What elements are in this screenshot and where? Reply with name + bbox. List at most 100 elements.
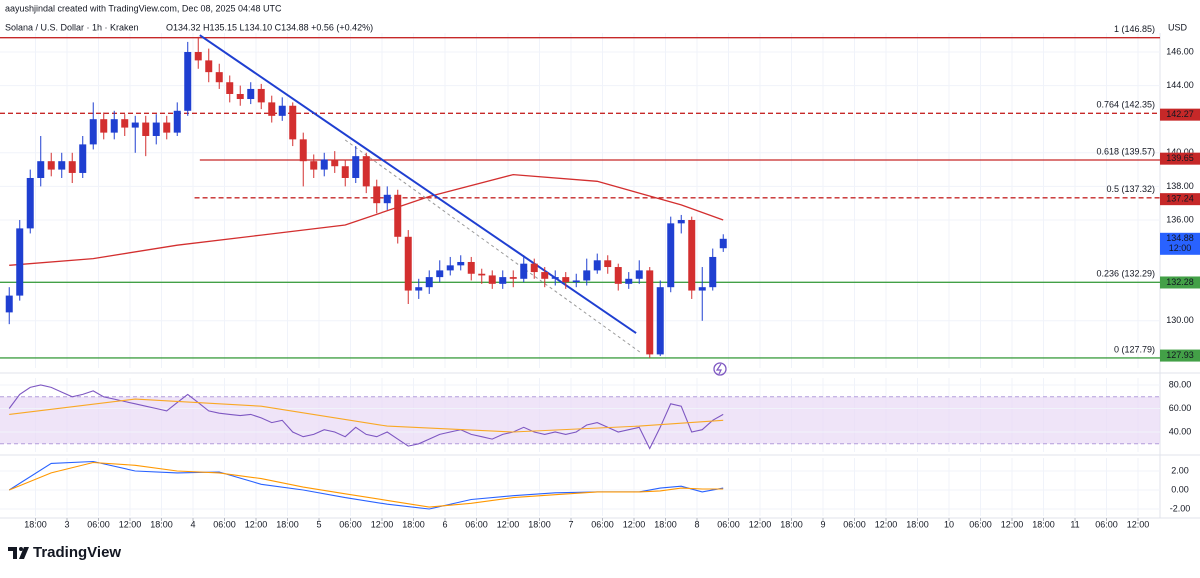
candle-body (100, 119, 108, 133)
candle-body (604, 260, 612, 268)
candle-body (656, 287, 664, 355)
candle-body (37, 161, 45, 178)
x-tick-label: 12:00 (1127, 519, 1150, 529)
drawing-icon (713, 362, 727, 376)
candle-body (688, 219, 696, 291)
y-tick-label: 140.00 (1166, 147, 1194, 157)
y-tick-label: -2.00 (1170, 503, 1191, 513)
candle-body (488, 275, 496, 284)
candle-body (16, 228, 24, 296)
moving-average (9, 173, 724, 266)
candle-body (394, 194, 402, 237)
indicator-line (8, 461, 724, 508)
x-tick-label: 7 (568, 519, 573, 529)
x-tick-label: 12:00 (623, 519, 646, 529)
price-badge (1160, 193, 1200, 206)
candle-body (352, 156, 360, 178)
candle-body (614, 267, 622, 284)
symbol-title: Solana / U.S. Dollar · 1h · Kraken (5, 22, 139, 32)
candle-body (194, 51, 202, 61)
candle-body (331, 159, 339, 167)
candle-body (58, 161, 66, 170)
x-tick-label: 06:00 (465, 519, 488, 529)
candle-body (215, 72, 223, 83)
candle-body (541, 272, 549, 279)
candle-body (26, 177, 34, 229)
price-badge-label: 142.27 (1166, 109, 1194, 119)
candle-body (278, 105, 286, 116)
currency-label: USD (1168, 22, 1188, 32)
x-tick-label: 06:00 (717, 519, 740, 529)
x-tick-label: 18:00 (402, 519, 425, 529)
x-tick-label: 06:00 (87, 519, 110, 529)
candle-body (110, 119, 118, 133)
candle-body (152, 122, 160, 136)
credit-line: aayushjindal created with TradingView.co… (5, 3, 282, 13)
candle-body (520, 263, 528, 279)
candle-body (530, 263, 538, 273)
candle-body (415, 287, 423, 291)
price-badge (1160, 276, 1200, 289)
candle-body (677, 219, 685, 224)
candle-body (625, 278, 633, 284)
plot-area: 130.00 136.00 138.00 140.00 144.00 146.00 1 (1… (0, 24, 1200, 529)
brand-logo (8, 547, 29, 559)
x-tick-label: 18:00 (276, 519, 299, 529)
candle-body (457, 261, 465, 266)
candle-body (404, 236, 412, 291)
candle-body (646, 270, 654, 355)
price-badge-label: 132.28 (1166, 277, 1194, 287)
x-tick-label: 12:00 (875, 519, 898, 529)
x-tick-label: 06:00 (969, 519, 992, 529)
fib-label: 1 (146.85) (1114, 24, 1155, 34)
price-badge-label: 127.93 (1166, 350, 1194, 360)
candle-body (572, 280, 580, 283)
x-tick-label: 8 (694, 519, 699, 529)
fib-label: 0 (127.79) (1114, 344, 1155, 354)
x-tick-label: 9 (820, 519, 825, 529)
candle-body (131, 122, 139, 128)
candle-body (425, 277, 433, 288)
candle-body (79, 144, 87, 173)
price-badge-label: 137.24 (1166, 194, 1194, 204)
x-tick-label: 12:00 (245, 519, 268, 529)
x-tick-label: 18:00 (906, 519, 929, 529)
indicator-line (9, 398, 724, 433)
candle-body (205, 60, 213, 73)
x-tick-label: 4 (190, 519, 195, 529)
candle-body (163, 122, 171, 133)
rsi-band (0, 396, 1160, 444)
candle-body (121, 119, 129, 128)
candle-body (383, 194, 391, 204)
trend-line (344, 139, 641, 353)
candle-body (551, 277, 559, 279)
fib-label: 0.5 (137.32) (1106, 184, 1155, 194)
x-tick-label: 18:00 (150, 519, 173, 529)
candle-body (310, 161, 318, 170)
price-badge-label: 139.65 (1166, 153, 1194, 163)
candle-body (226, 82, 234, 94)
x-tick-label: 06:00 (591, 519, 614, 529)
candle-body (299, 139, 307, 162)
candle-body (373, 186, 381, 204)
brand-name: TradingView (33, 544, 121, 561)
candle-body (562, 277, 570, 283)
candle-body (719, 238, 727, 249)
fib-label: 0.236 (132.29) (1096, 269, 1155, 279)
candle-body (142, 122, 150, 136)
candle-body (667, 223, 675, 288)
indicator-line (8, 460, 724, 510)
fib-label: 0.764 (142.35) (1096, 100, 1155, 110)
candle-body (236, 93, 244, 100)
y-tick-label: 2.00 (1171, 465, 1189, 475)
x-tick-label: 10 (944, 519, 954, 529)
indicator-line (8, 384, 724, 450)
price-badge (1160, 349, 1200, 362)
x-tick-label: 12:00 (497, 519, 520, 529)
x-tick-label: 6 (442, 519, 447, 529)
y-tick-label: 80.00 (1169, 379, 1192, 389)
x-tick-label: 11 (1070, 519, 1079, 529)
x-tick-label: 12:00 (119, 519, 142, 529)
candle-body (320, 159, 328, 170)
